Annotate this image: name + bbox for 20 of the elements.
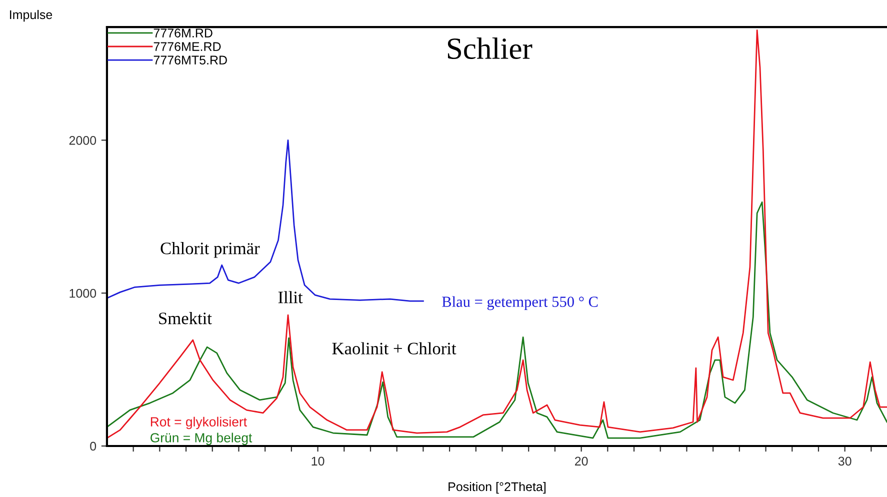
x-tick-label: 10 <box>312 456 324 466</box>
line-series <box>106 139 424 302</box>
annotation: Rot = glykolisiert <box>150 416 247 430</box>
y-axis-title: Impulse <box>10 10 52 22</box>
annotation: Smektit <box>159 312 212 324</box>
chart-title: Schlier <box>448 38 532 60</box>
annotation: Chlorit primär <box>160 242 260 258</box>
y-tick-label: 2000 <box>69 136 96 145</box>
legend-label: 7776ME.RD <box>154 42 221 51</box>
annotation: Kaolinit + Chlorit <box>332 342 456 354</box>
x-tick-label: 30 <box>838 456 852 466</box>
annotation: Blau = getempert 550 ° C <box>442 296 598 310</box>
annotation: Illit <box>278 291 303 304</box>
x-axis-title: Position [°2Theta] <box>448 482 546 494</box>
annotation: Grün = Mg belegt <box>150 432 252 446</box>
legend-label: 7776MT5.RD <box>154 56 227 65</box>
legend-label: 7776M.RD <box>154 28 212 38</box>
y-tick-label: 1000 <box>70 288 96 298</box>
y-tick-label: 0 <box>90 442 96 451</box>
x-tick-label: 20 <box>574 456 588 466</box>
